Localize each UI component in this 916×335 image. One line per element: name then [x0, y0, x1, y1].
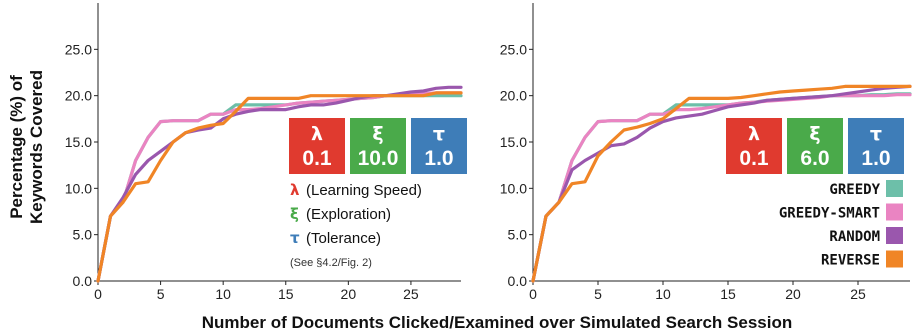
right-param-boxes: λ0.1ξ6.0τ1.0 [726, 118, 904, 174]
left-param-value-xi: 10.0 [358, 147, 399, 170]
x-axis-label: Number of Documents Clicked/Examined ove… [202, 313, 792, 332]
left-x-tick-label: 20 [341, 286, 357, 302]
legend-swatch [886, 250, 903, 268]
right-param-box-bg [787, 118, 843, 174]
right-series-random [531, 84, 912, 283]
left-series-reverse [96, 91, 463, 283]
legend-swatch [886, 203, 903, 221]
right-param-box-bg [848, 118, 904, 174]
legend-label: GREEDY [829, 182, 880, 198]
right-series-reverse [531, 84, 912, 283]
right-y-tick-label: 0.0 [508, 273, 528, 289]
param-legend-item-xi: ξ (Exploration) [290, 205, 391, 223]
legend-swatch [886, 180, 903, 197]
right-y-tick-label: 20.0 [500, 88, 527, 104]
left-param-legend: λ (Learning Speed) ξ (Exploration) τ (To… [290, 181, 422, 269]
right-x-tick-label: 25 [850, 286, 866, 302]
right-param-symbol-lambda: λ [748, 123, 760, 145]
right-x-tick-label: 20 [785, 286, 801, 302]
reference-note: (See §4.2/Fig. 2) [290, 257, 372, 269]
right-y-tick-label: 25.0 [500, 41, 527, 57]
left-x-tick-label: 10 [215, 286, 231, 302]
xi-symbol: ξ [290, 205, 299, 223]
left-param-box-bg [350, 118, 406, 174]
lambda-description: (Learning Speed) [306, 182, 422, 199]
legend-item-greedy: GREEDY [829, 180, 903, 198]
left-x-tick-label: 25 [403, 286, 419, 302]
left-param-symbol-lambda: λ [311, 123, 323, 145]
left-param-symbol-tau: τ [433, 123, 445, 145]
left-y-tick-label: 5.0 [73, 227, 93, 243]
legend-item-greedy-smart: GREEDY-SMART [779, 203, 903, 222]
legend-label: REVERSE [821, 253, 880, 269]
legend-item-reverse: REVERSE [821, 250, 903, 269]
right-y-tick-label: 15.0 [500, 134, 527, 150]
right-x-tick-label: 0 [529, 286, 537, 302]
left-param-box-bg [411, 118, 467, 174]
left-param-symbol-xi: ξ [372, 123, 383, 145]
legend-label: GREEDY-SMART [779, 206, 880, 222]
left-y-tick-label: 25.0 [65, 41, 92, 57]
y-axis-label: Percentage (%) of Keywords Covered [7, 70, 46, 224]
tau-symbol: τ [290, 229, 300, 247]
right-param-value-tau: 1.0 [861, 147, 890, 170]
right-y-tick-label: 10.0 [500, 180, 527, 196]
left-param-box-xi: ξ10.0 [350, 118, 406, 174]
xi-description: (Exploration) [306, 206, 391, 223]
right-param-symbol-tau: τ [870, 123, 882, 145]
left-y-tick-label: 15.0 [65, 134, 92, 150]
right-series-greedy-smart [531, 93, 912, 283]
right-param-box-bg [726, 118, 782, 174]
param-legend-item-lambda: λ (Learning Speed) [290, 181, 422, 199]
left-param-box-lambda: λ0.1 [289, 118, 345, 174]
right-axes: 0.0 5.0 10.0 15.0 20.0 25.0 0 5 10 15 20 25 [500, 3, 910, 302]
strategy-legend: GREEDY GREEDY-SMART RANDOM REVERSE [779, 180, 903, 269]
left-x-tick-label: 5 [157, 286, 165, 302]
left-x-tick-label: 0 [94, 286, 102, 302]
legend-swatch [886, 227, 903, 244]
left-param-value-lambda: 0.1 [302, 147, 332, 170]
right-param-value-lambda: 0.1 [739, 147, 769, 170]
y-axis-label-line2: Keywords Covered [27, 70, 46, 224]
left-y-tick-label: 10.0 [65, 180, 92, 196]
right-x-tick-label: 15 [720, 286, 736, 302]
tau-description: (Tolerance) [306, 230, 381, 247]
right-y-tick-label: 5.0 [508, 227, 528, 243]
left-param-box-tau: τ1.0 [411, 118, 467, 174]
left-axes: 0.0 5.0 10.0 15.0 20.0 25.0 0 5 10 15 20 25 [65, 3, 461, 302]
right-param-box-lambda: λ0.1 [726, 118, 782, 174]
left-x-tick-label: 15 [278, 286, 294, 302]
right-param-value-xi: 6.0 [800, 147, 829, 170]
right-param-symbol-xi: ξ [809, 123, 820, 145]
param-legend-item-tau: τ (Tolerance) [290, 229, 381, 247]
left-param-box-bg [289, 118, 345, 174]
right-chart-panel: 0.05.010.015.020.025.00 5 10 15 20 25 λ0.1ξ6.… [500, 3, 912, 302]
left-y-tick-label: 20.0 [65, 88, 92, 104]
right-series-lines [531, 84, 912, 283]
lambda-symbol: λ [290, 181, 300, 199]
left-series-lines [96, 85, 463, 283]
left-chart-panel: 0.05.010.015.020.025.00 5 10 15 20 25 λ0.1ξ10… [65, 3, 467, 302]
left-y-tick-label: 0.0 [73, 273, 93, 289]
legend-label: RANDOM [829, 229, 880, 245]
right-param-box-tau: τ1.0 [848, 118, 904, 174]
legend-item-random: RANDOM [829, 227, 903, 245]
right-param-box-xi: ξ6.0 [787, 118, 843, 174]
right-x-tick-label: 10 [655, 286, 671, 302]
right-x-tick-label: 5 [594, 286, 602, 302]
left-series-random [96, 85, 463, 283]
left-param-value-tau: 1.0 [424, 147, 453, 170]
y-axis-label-line1: Percentage (%) of [7, 75, 26, 219]
